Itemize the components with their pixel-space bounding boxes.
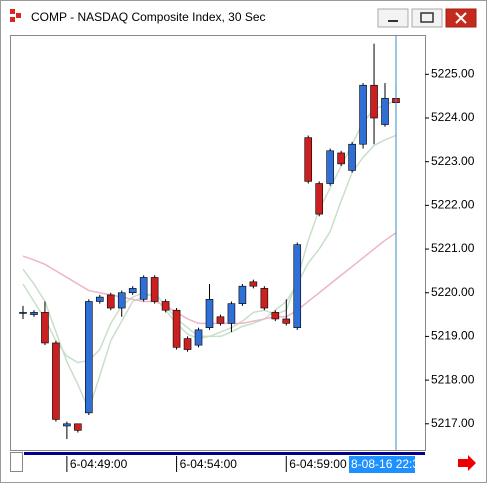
candle-body	[216, 316, 225, 324]
chart: 5217.00 5218.00 5219.00 5220.00 5221.00 5222.…	[19, 35, 475, 473]
candle-body	[139, 277, 148, 300]
candle-body	[315, 183, 323, 215]
y-tick-label: 5222.00	[431, 198, 475, 212]
candle-body	[63, 423, 71, 427]
candle-body	[359, 84, 367, 145]
candle-body	[227, 303, 236, 324]
y-tick-label: 5217.00	[431, 416, 475, 430]
y-tick-label: 5224.00	[431, 110, 475, 124]
candle-body	[172, 309, 181, 348]
candle-body	[85, 301, 93, 414]
candle-body	[205, 298, 214, 328]
candle-body	[304, 137, 313, 182]
y-tick-label: 5225.00	[431, 66, 475, 80]
candle-body	[95, 296, 104, 302]
y-tick-label: 5220.00	[431, 285, 475, 299]
cursor-label: 8-08-16 22:34:00	[351, 457, 443, 471]
app-icon	[10, 9, 15, 14]
time-scrollbar[interactable]	[24, 452, 425, 455]
candle-body	[183, 338, 192, 350]
candle-body	[19, 312, 27, 314]
candle-body	[260, 288, 269, 309]
candle-body	[249, 281, 258, 287]
candle-body	[381, 98, 389, 125]
candle-body	[161, 301, 170, 311]
y-tick-label: 5218.00	[431, 372, 475, 386]
y-tick-label: 5219.00	[431, 329, 475, 343]
maximize-button[interactable]	[411, 8, 443, 28]
candle-body	[52, 342, 60, 420]
cursor-label-bg	[349, 456, 415, 473]
x-tick-label: 6-04:54:00	[180, 457, 238, 471]
candle-body	[238, 285, 247, 304]
scroll-box[interactable]	[10, 452, 23, 472]
candle-body	[194, 329, 203, 346]
app-icon	[16, 13, 21, 18]
minimize-button[interactable]	[377, 8, 409, 28]
candle-body	[106, 294, 115, 309]
maximize-icon	[420, 12, 434, 23]
candle-body	[30, 312, 38, 315]
scroll-right-arrow[interactable]	[458, 455, 476, 471]
candle-body	[271, 312, 280, 320]
window-title: COMP - NASDAQ Composite Index, 30 Sec	[31, 10, 266, 24]
candle-body	[348, 143, 356, 171]
candle-body	[128, 288, 137, 294]
x-tick-label: 6-04:59:00	[289, 457, 347, 471]
app-icon	[10, 17, 15, 22]
y-tick-label: 5223.00	[431, 154, 475, 168]
candle-body	[282, 318, 291, 324]
y-tick-label: 5221.00	[431, 241, 475, 255]
plot-area	[10, 35, 426, 451]
candle-body	[293, 244, 302, 328]
close-icon	[455, 12, 467, 24]
candle-body	[117, 292, 126, 309]
candle-body	[337, 152, 345, 165]
candle-body	[370, 84, 378, 119]
candle-body	[74, 423, 82, 431]
candle-body	[41, 312, 49, 344]
candle-body	[150, 277, 159, 302]
x-tick-label: 6-04:49:00	[70, 457, 128, 471]
candle-body	[326, 150, 334, 184]
